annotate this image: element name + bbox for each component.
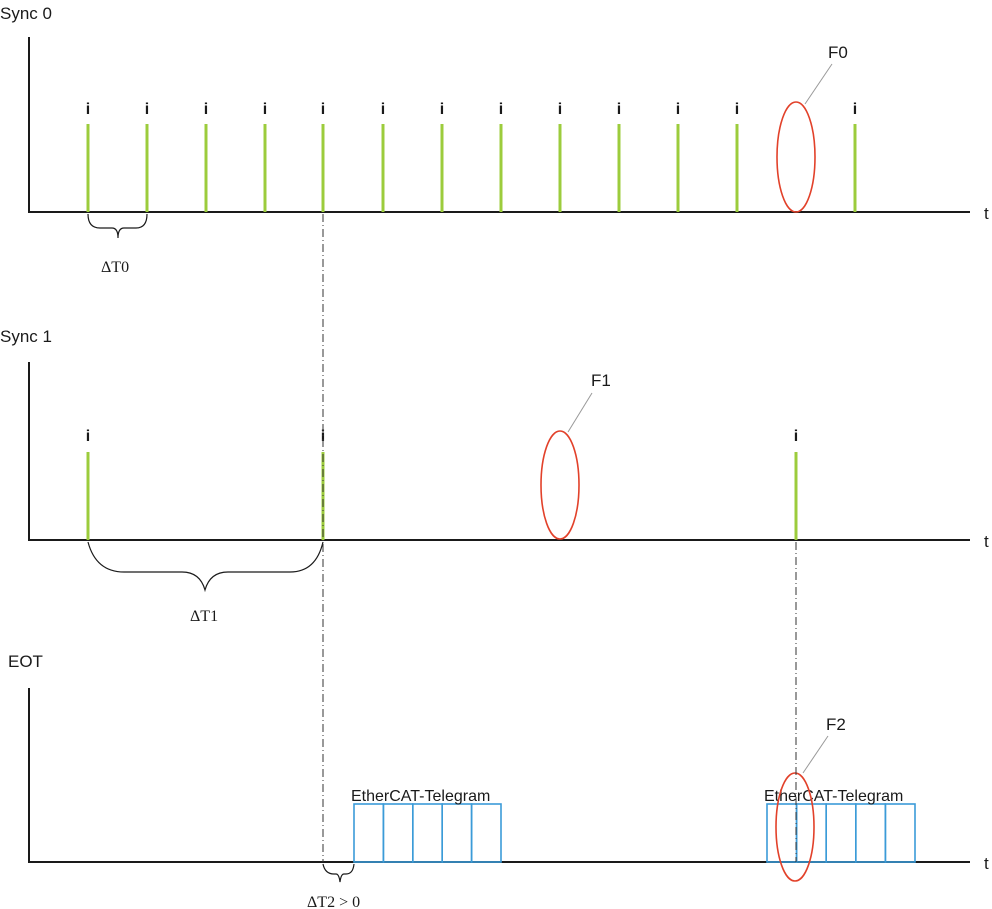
telegram-2-frame bbox=[884, 803, 916, 863]
sync1-missing-pulse-ellipse bbox=[540, 430, 580, 540]
sync1-interval-brace bbox=[87, 541, 324, 593]
sync0-missing-pulse-ellipse bbox=[776, 101, 816, 213]
telegram-2-frame bbox=[825, 803, 857, 863]
sync1-fault-leader bbox=[567, 392, 593, 433]
telegram-2-frame bbox=[854, 803, 887, 863]
telegram-1-label: EtherCAT-Telegram bbox=[351, 788, 490, 805]
telegram-2-frame bbox=[766, 803, 798, 863]
sync0-pulse-marker: i bbox=[499, 101, 503, 118]
telegram-2-label: EtherCAT-Telegram bbox=[764, 788, 903, 805]
sync1-pulse-marker: i bbox=[794, 428, 798, 445]
sync0-pulse-marker: i bbox=[853, 101, 857, 118]
sync1-axis bbox=[28, 362, 970, 541]
eot-fault-ellipse bbox=[775, 772, 815, 882]
telegram-1-frame bbox=[411, 803, 443, 863]
sync0-interval-label: ΔT0 bbox=[101, 259, 129, 276]
eot-fault-label: F2 bbox=[826, 715, 846, 734]
telegram-1-frame bbox=[441, 803, 473, 863]
sync0-title: Sync 0 bbox=[0, 4, 52, 23]
sync0-pulse-marker: i bbox=[558, 101, 562, 118]
sync1-pulse-marker: i bbox=[86, 428, 90, 445]
eot-axis bbox=[28, 688, 970, 863]
sync1-fault-label: F1 bbox=[591, 371, 611, 390]
sync0-t-label: t bbox=[984, 204, 989, 223]
sync0-pulse-marker: i bbox=[145, 101, 149, 118]
sync0-pulse-marker: i bbox=[381, 101, 385, 118]
sync0-lane: Sync 0 t i i i i i i i i i i i i i ΔT0 F0 bbox=[0, 4, 989, 276]
sync0-interval-brace bbox=[87, 213, 148, 239]
sync0-pulse-marker: i bbox=[86, 101, 90, 118]
sync1-title: Sync 1 bbox=[0, 327, 52, 346]
sync1-pulse-marker: i bbox=[321, 428, 325, 445]
eot-t-label: t bbox=[984, 854, 989, 873]
telegram-1 bbox=[353, 803, 502, 863]
eot-title: EOT bbox=[8, 652, 43, 671]
sync0-pulse-marker: i bbox=[735, 101, 739, 118]
sync0-pulse-marker: i bbox=[440, 101, 444, 118]
eot-lane: EOT t EtherCAT-Telegram EtherCAT-Telegra… bbox=[8, 652, 989, 909]
sync0-pulse-marker: i bbox=[321, 101, 325, 118]
telegram-1-frame bbox=[353, 803, 385, 863]
sync1-t-label: t bbox=[984, 532, 989, 551]
eot-delay-label: ΔT2 > 0 bbox=[307, 894, 360, 909]
sync0-pulse-marker: i bbox=[204, 101, 208, 118]
eot-delay-brace bbox=[322, 863, 355, 883]
telegram-2 bbox=[766, 803, 916, 863]
sync0-fault-label: F0 bbox=[828, 43, 848, 62]
sync0-pulse-marker: i bbox=[676, 101, 680, 118]
sync1-interval-label: ΔT1 bbox=[190, 608, 218, 625]
sync0-pulse-marker: i bbox=[617, 101, 621, 118]
sync0-axis bbox=[28, 37, 970, 213]
sync0-fault-leader bbox=[804, 63, 833, 105]
sync0-pulse-marker: i bbox=[263, 101, 267, 118]
eot-fault-leader bbox=[802, 735, 829, 774]
telegram-1-frame bbox=[382, 803, 414, 863]
telegram-1-frame bbox=[470, 803, 502, 863]
sync1-lane: Sync 1 t i i i ΔT1 F1 bbox=[0, 327, 989, 625]
